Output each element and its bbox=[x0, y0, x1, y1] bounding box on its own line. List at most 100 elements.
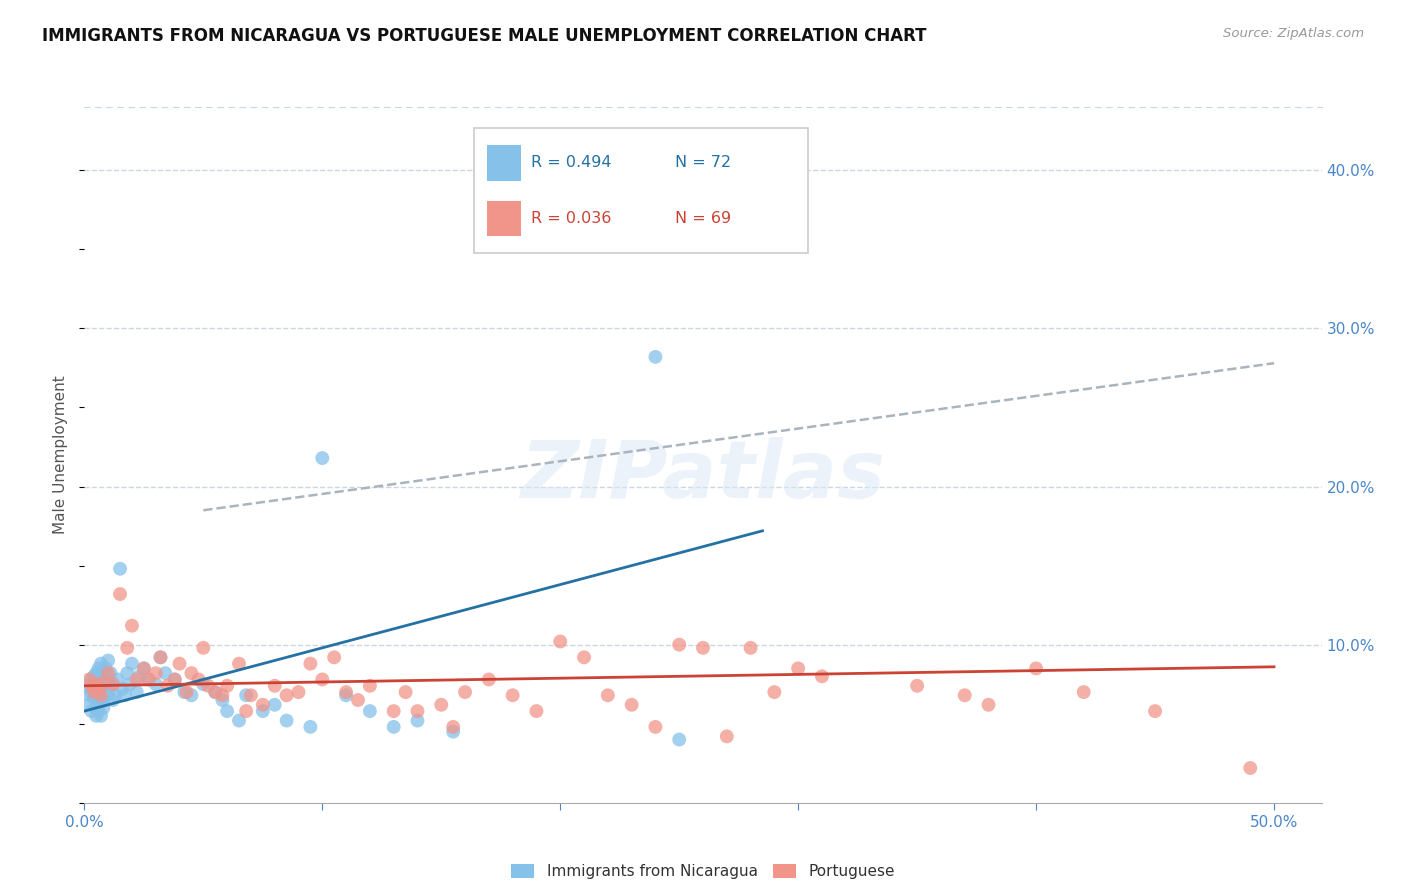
Point bbox=[145, 666, 167, 681]
Point bbox=[276, 688, 298, 702]
Point bbox=[77, 673, 100, 687]
Point bbox=[347, 693, 370, 707]
Point bbox=[108, 562, 131, 576]
Point bbox=[97, 666, 120, 681]
Point bbox=[84, 677, 107, 691]
Point bbox=[311, 673, 333, 687]
Point bbox=[121, 618, 143, 632]
Point bbox=[252, 704, 274, 718]
Point bbox=[193, 640, 215, 655]
Point bbox=[121, 657, 143, 671]
Point bbox=[125, 673, 148, 687]
Text: IMMIGRANTS FROM NICARAGUA VS PORTUGUESE MALE UNEMPLOYMENT CORRELATION CHART: IMMIGRANTS FROM NICARAGUA VS PORTUGUESE … bbox=[42, 27, 927, 45]
Point bbox=[382, 720, 405, 734]
Point bbox=[84, 677, 107, 691]
Point bbox=[217, 679, 239, 693]
Point bbox=[90, 681, 112, 696]
Point bbox=[359, 679, 381, 693]
Point bbox=[668, 638, 690, 652]
Point bbox=[235, 688, 257, 702]
Point bbox=[83, 669, 105, 683]
Point bbox=[548, 634, 571, 648]
Point bbox=[716, 730, 738, 744]
Point bbox=[406, 714, 429, 728]
Point bbox=[156, 679, 179, 693]
Point bbox=[169, 657, 191, 671]
Point bbox=[1025, 661, 1047, 675]
Point bbox=[163, 673, 186, 687]
Point bbox=[787, 661, 810, 675]
Point bbox=[977, 698, 1000, 712]
Point bbox=[299, 720, 322, 734]
Point bbox=[93, 693, 115, 707]
Point bbox=[211, 693, 233, 707]
Point bbox=[359, 704, 381, 718]
Point bbox=[101, 693, 124, 707]
Point bbox=[228, 714, 250, 728]
Point bbox=[406, 704, 429, 718]
Point bbox=[620, 698, 643, 712]
Point bbox=[204, 685, 226, 699]
Point bbox=[125, 685, 148, 699]
Point bbox=[287, 685, 309, 699]
Point bbox=[740, 640, 762, 655]
Point bbox=[454, 685, 477, 699]
Point bbox=[104, 688, 127, 702]
Point bbox=[93, 677, 115, 691]
Point bbox=[228, 657, 250, 671]
Point bbox=[80, 673, 103, 687]
Legend: Immigrants from Nicaragua, Portuguese: Immigrants from Nicaragua, Portuguese bbox=[505, 858, 901, 886]
Point bbox=[115, 666, 138, 681]
Point bbox=[97, 673, 120, 687]
Point bbox=[108, 587, 131, 601]
Point bbox=[87, 688, 110, 702]
Point bbox=[87, 661, 110, 675]
Point bbox=[97, 685, 120, 699]
Point bbox=[441, 724, 464, 739]
Point bbox=[187, 673, 209, 687]
Point bbox=[90, 688, 112, 702]
Point bbox=[149, 650, 172, 665]
Point bbox=[668, 732, 690, 747]
Point bbox=[115, 640, 138, 655]
Point bbox=[180, 688, 202, 702]
Point bbox=[94, 661, 117, 675]
Point bbox=[80, 685, 103, 699]
Point bbox=[572, 650, 595, 665]
Point bbox=[252, 698, 274, 712]
Point bbox=[87, 698, 110, 712]
Point bbox=[263, 679, 285, 693]
Point bbox=[90, 693, 112, 707]
Point bbox=[149, 650, 172, 665]
Point bbox=[93, 666, 115, 681]
Point bbox=[1144, 704, 1167, 718]
Point bbox=[93, 675, 115, 690]
Point bbox=[101, 677, 124, 691]
Point bbox=[84, 666, 107, 681]
Point bbox=[204, 685, 226, 699]
Point bbox=[145, 677, 167, 691]
Point bbox=[311, 451, 333, 466]
Point bbox=[118, 677, 141, 691]
Point bbox=[90, 708, 112, 723]
Point bbox=[217, 704, 239, 718]
Point bbox=[84, 701, 107, 715]
Point bbox=[382, 704, 405, 718]
Point bbox=[235, 704, 257, 718]
Point bbox=[93, 701, 115, 715]
Point bbox=[83, 685, 105, 699]
Point bbox=[763, 685, 786, 699]
Point bbox=[176, 685, 198, 699]
Point bbox=[155, 666, 177, 681]
Point bbox=[80, 704, 103, 718]
Point bbox=[101, 677, 124, 691]
Point bbox=[76, 679, 98, 693]
Point bbox=[132, 661, 155, 675]
Point bbox=[138, 673, 160, 687]
Point bbox=[335, 685, 357, 699]
Point bbox=[114, 688, 136, 702]
Point bbox=[1239, 761, 1261, 775]
Point bbox=[299, 657, 322, 671]
Point bbox=[323, 650, 346, 665]
Point bbox=[128, 669, 150, 683]
